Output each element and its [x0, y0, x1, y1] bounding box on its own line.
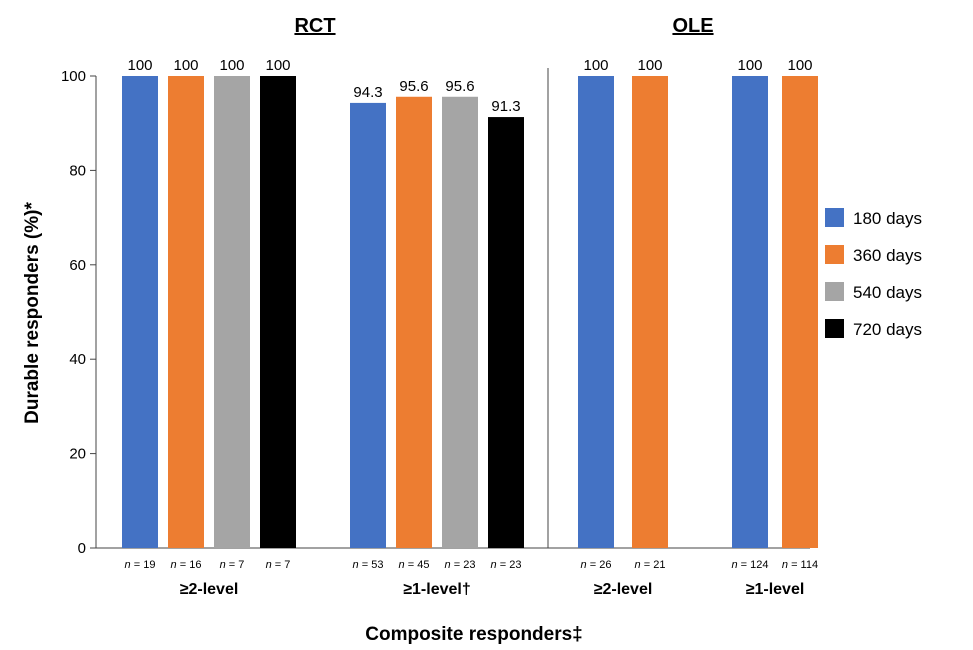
- n-label: n = 19: [125, 559, 156, 571]
- bar: [214, 76, 250, 548]
- bar-value-label: 100: [787, 57, 812, 74]
- group-label: ≥2-level: [180, 581, 239, 598]
- sample-size-labels: n = 19 n = 16 n = 7 n = 7 n = 53 n = 45 n = 23…: [125, 559, 819, 571]
- bar: [260, 76, 296, 548]
- bars: [122, 76, 818, 549]
- y-tick-label: 100: [61, 68, 86, 85]
- bar-value-label: 100: [637, 57, 662, 74]
- n-label: n = 7: [220, 559, 245, 571]
- n-label: n = 26: [581, 559, 612, 571]
- legend-label: 180 days: [853, 209, 922, 228]
- n-label: n = 23: [445, 559, 476, 571]
- n-label: n = 114: [782, 559, 818, 571]
- bar: [732, 76, 768, 548]
- legend-label: 360 days: [853, 246, 922, 265]
- n-label: n = 23: [491, 559, 522, 571]
- bar: [350, 102, 386, 549]
- bar: [396, 96, 432, 548]
- group-label: ≥2-level: [594, 581, 653, 598]
- bar-value-label: 100: [737, 57, 762, 74]
- bar-value-label: 100: [127, 57, 152, 74]
- y-tick-label: 20: [69, 446, 86, 463]
- n-label: n = 45: [399, 559, 430, 571]
- bar-value-label: 95.6: [399, 78, 428, 95]
- y-axis-title: Durable responders (%)*: [22, 202, 43, 424]
- legend-swatch: [825, 282, 844, 301]
- y-tick-label: 80: [69, 162, 86, 179]
- bar-value-label: 100: [219, 57, 244, 74]
- legend-swatch: [825, 208, 844, 227]
- section-title-rct: RCT: [294, 15, 335, 37]
- legend: 180 days 360 days 540 days 720 days: [825, 208, 922, 339]
- y-tick-label: 40: [69, 351, 86, 368]
- y-axis: 0 20 40 60 80 100: [61, 68, 97, 557]
- bar-value-label: 100: [173, 57, 198, 74]
- bar: [442, 96, 478, 548]
- bar: [168, 76, 204, 548]
- bar-value-label: 95.6: [445, 78, 474, 95]
- n-label: n = 21: [635, 559, 666, 571]
- bar: [782, 76, 818, 548]
- bar-value-label: 100: [265, 57, 290, 74]
- n-label: n = 53: [353, 559, 384, 571]
- x-axis-title: Composite responders‡: [365, 624, 583, 645]
- bar-value-labels: 100 100 100 100 94.3 95.6 95.6 91.3 100 100 100 100: [127, 57, 812, 115]
- legend-label: 540 days: [853, 283, 922, 302]
- group-label: ≥1-level: [746, 581, 805, 598]
- bar-value-label: 100: [583, 57, 608, 74]
- y-tick-label: 0: [78, 540, 86, 557]
- legend-swatch: [825, 319, 844, 338]
- bar-value-label: 94.3: [353, 84, 382, 101]
- group-labels: ≥2-level ≥1-level† ≥2-level ≥1-level: [180, 581, 805, 598]
- legend-swatch: [825, 245, 844, 264]
- bar: [578, 76, 614, 548]
- n-label: n = 16: [171, 559, 202, 571]
- group-label: ≥1-level†: [403, 581, 471, 598]
- n-label: n = 7: [266, 559, 291, 571]
- n-label: n = 124: [731, 559, 768, 571]
- bar: [122, 76, 158, 548]
- bar: [632, 76, 668, 548]
- y-tick-label: 60: [69, 257, 86, 274]
- bar: [488, 117, 524, 549]
- section-title-ole: OLE: [672, 15, 713, 37]
- legend-label: 720 days: [853, 320, 922, 339]
- bar-value-label: 91.3: [491, 98, 520, 115]
